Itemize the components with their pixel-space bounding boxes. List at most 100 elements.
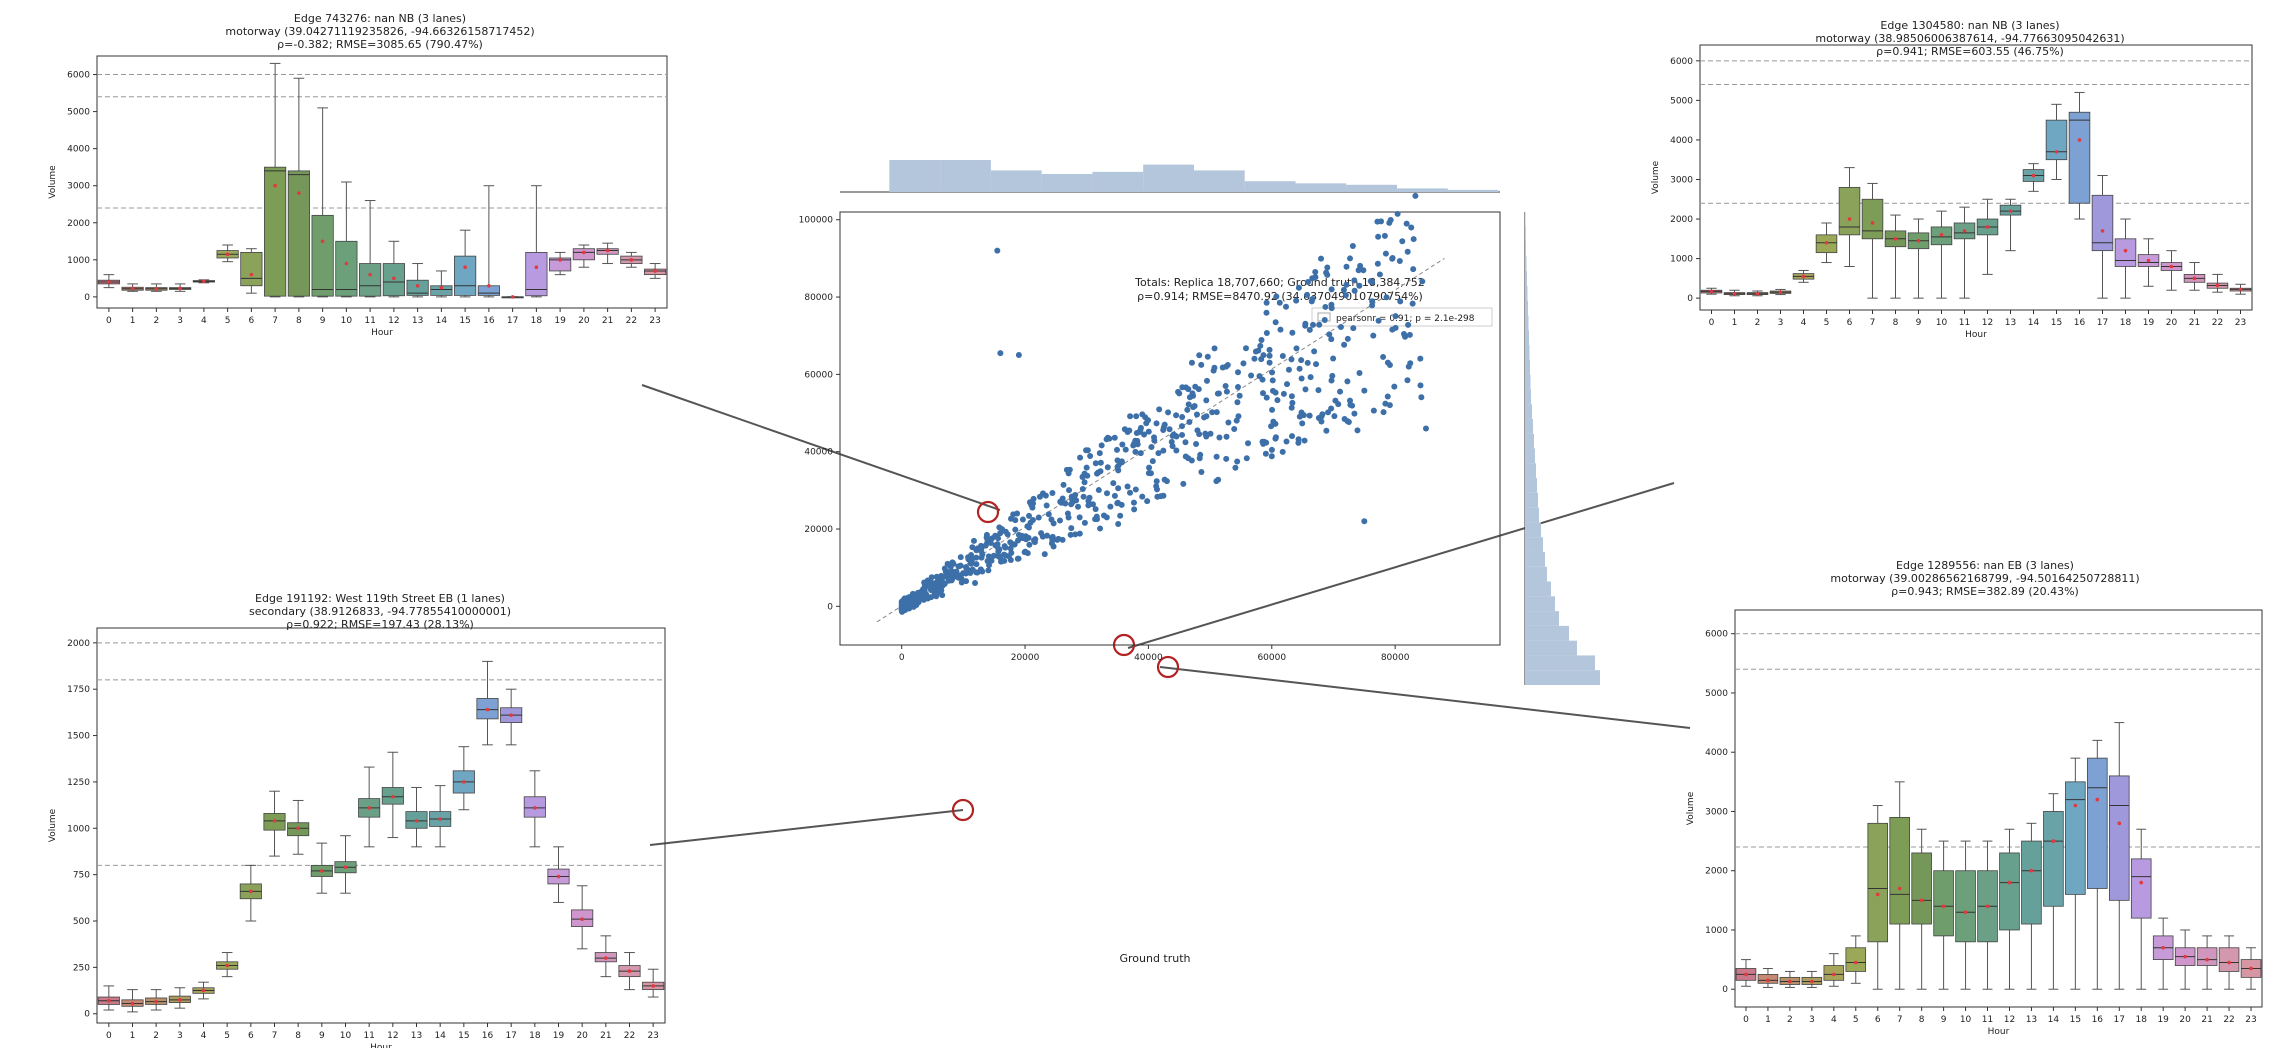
scatter-point bbox=[1023, 536, 1030, 543]
scatter-point bbox=[1381, 232, 1388, 239]
scatter-point bbox=[1154, 493, 1161, 500]
boxplot-title-line2: motorway (38.98506006387614, -94.7766309… bbox=[1815, 32, 2124, 45]
scatter-point bbox=[1222, 383, 1229, 390]
mean-marker bbox=[1847, 217, 1852, 221]
x-tick-label: 22 bbox=[626, 316, 637, 326]
scatter-point bbox=[1025, 512, 1032, 519]
scatter-point bbox=[972, 579, 979, 586]
boxplot-panel-edge-743276: Edge 743276: nan NB (3 lanes) motorway (3… bbox=[35, 8, 675, 486]
mean-marker bbox=[343, 865, 348, 870]
mean-marker bbox=[414, 819, 419, 823]
x-tick-label: 60000 bbox=[1257, 653, 1286, 663]
scatter-point bbox=[958, 579, 965, 586]
x-tick-label: 2 bbox=[154, 316, 160, 326]
x-tick-label: 13 bbox=[2005, 318, 2016, 328]
right-histogram-bar bbox=[1525, 566, 1547, 582]
top-histogram-bar bbox=[990, 170, 1042, 192]
scatter-point bbox=[1026, 541, 1033, 548]
scatter-point bbox=[1000, 551, 1007, 558]
scatter-point bbox=[1380, 353, 1387, 360]
scatter-point bbox=[1231, 426, 1238, 433]
scatter-point bbox=[1312, 269, 1319, 276]
scatter-point bbox=[1203, 377, 1210, 384]
mean-marker bbox=[1801, 274, 1806, 279]
scatter-point bbox=[1240, 360, 1247, 367]
scatter-panel: Totals: Replica 18,707,660; Ground truth… bbox=[780, 127, 1620, 980]
scatter-point bbox=[1131, 506, 1138, 513]
scatter-point bbox=[1315, 387, 1322, 394]
scatter-point bbox=[1262, 450, 1269, 457]
right-histogram-bar bbox=[1525, 315, 1529, 331]
scatter-point bbox=[1311, 348, 1318, 355]
scatter-point bbox=[1191, 403, 1198, 410]
right-histogram-bar bbox=[1525, 374, 1531, 390]
scatter-point bbox=[1059, 495, 1066, 502]
scatter-frame bbox=[839, 211, 1501, 646]
scatter-point bbox=[926, 583, 933, 590]
scatter-point bbox=[1184, 406, 1191, 413]
scatter-point bbox=[1234, 458, 1241, 465]
x-tick-label: 0 bbox=[1743, 1015, 1749, 1025]
scatter-point bbox=[1397, 298, 1404, 305]
scatter-point bbox=[1410, 236, 1417, 243]
scatter-point bbox=[1214, 390, 1221, 397]
mean-marker bbox=[320, 869, 324, 873]
x-tick-label: 4 bbox=[1801, 318, 1807, 328]
mean-marker bbox=[463, 265, 467, 270]
scatter-point bbox=[1163, 478, 1170, 485]
y-tick-label: 60000 bbox=[804, 370, 833, 380]
right-histogram-bar bbox=[1525, 581, 1551, 597]
scatter-point bbox=[899, 606, 906, 613]
scatter-point bbox=[1242, 345, 1249, 352]
scatter-point bbox=[1260, 440, 1267, 447]
scatter-point bbox=[1374, 218, 1381, 225]
x-tick-label: 3 bbox=[1809, 1015, 1815, 1025]
top-histogram-bar bbox=[1244, 181, 1296, 192]
plot-frame bbox=[1699, 44, 2253, 311]
y-tick-label: 40000 bbox=[804, 448, 833, 458]
right-histogram-bar bbox=[1525, 345, 1530, 360]
scatter-point bbox=[1008, 515, 1015, 522]
scatter-point bbox=[1041, 551, 1048, 558]
scatter-point bbox=[1296, 413, 1303, 420]
box-hour-10 bbox=[1955, 870, 1976, 943]
scatter-point bbox=[1344, 378, 1351, 385]
scatter-point bbox=[1083, 447, 1090, 454]
mean-marker bbox=[2008, 209, 2013, 213]
scatter-point bbox=[1293, 345, 1300, 352]
legend-box bbox=[1311, 307, 1493, 327]
mean-marker bbox=[178, 286, 182, 291]
scatter-point bbox=[1115, 521, 1122, 528]
scatter-point bbox=[1050, 520, 1057, 527]
scatter-point bbox=[1035, 514, 1042, 521]
mean-marker bbox=[2051, 839, 2056, 843]
x-tick-label: 14 bbox=[434, 1031, 446, 1041]
scatter-point bbox=[1349, 402, 1356, 409]
scatter-point bbox=[973, 561, 980, 568]
scatter-point bbox=[1243, 455, 1250, 462]
mean-marker bbox=[580, 917, 584, 921]
mean-marker bbox=[1778, 290, 1783, 295]
box-hour-9 bbox=[311, 214, 334, 297]
scatter-point bbox=[1144, 498, 1151, 505]
scatter-point bbox=[1175, 388, 1182, 395]
scatter-point bbox=[1095, 469, 1102, 476]
box-hour-19 bbox=[549, 257, 572, 272]
scatter-point bbox=[1232, 464, 1239, 471]
scatter-point bbox=[1076, 530, 1083, 537]
mean-marker bbox=[2183, 954, 2187, 959]
right-histogram-bar bbox=[1525, 285, 1528, 301]
scatter-point bbox=[1279, 448, 1286, 455]
boxplot-panel-edge-191192: Edge 191192: West 119th Street EB (1 lan… bbox=[35, 568, 675, 1053]
x-tick-label: 22 bbox=[2223, 1015, 2234, 1025]
mean-marker bbox=[2238, 287, 2243, 292]
right-histogram-bar bbox=[1525, 655, 1595, 671]
top-histogram-bar bbox=[1041, 174, 1093, 192]
x-axis-label: Hour bbox=[370, 1043, 392, 1048]
x-tick-label: 2 bbox=[1755, 318, 1761, 328]
scatter-point bbox=[1304, 279, 1311, 286]
right-histogram-bar bbox=[1525, 463, 1536, 479]
y-tick-label: 2000 bbox=[1705, 867, 1728, 877]
connector-line bbox=[1159, 666, 1691, 729]
scatter-point bbox=[1257, 342, 1264, 349]
